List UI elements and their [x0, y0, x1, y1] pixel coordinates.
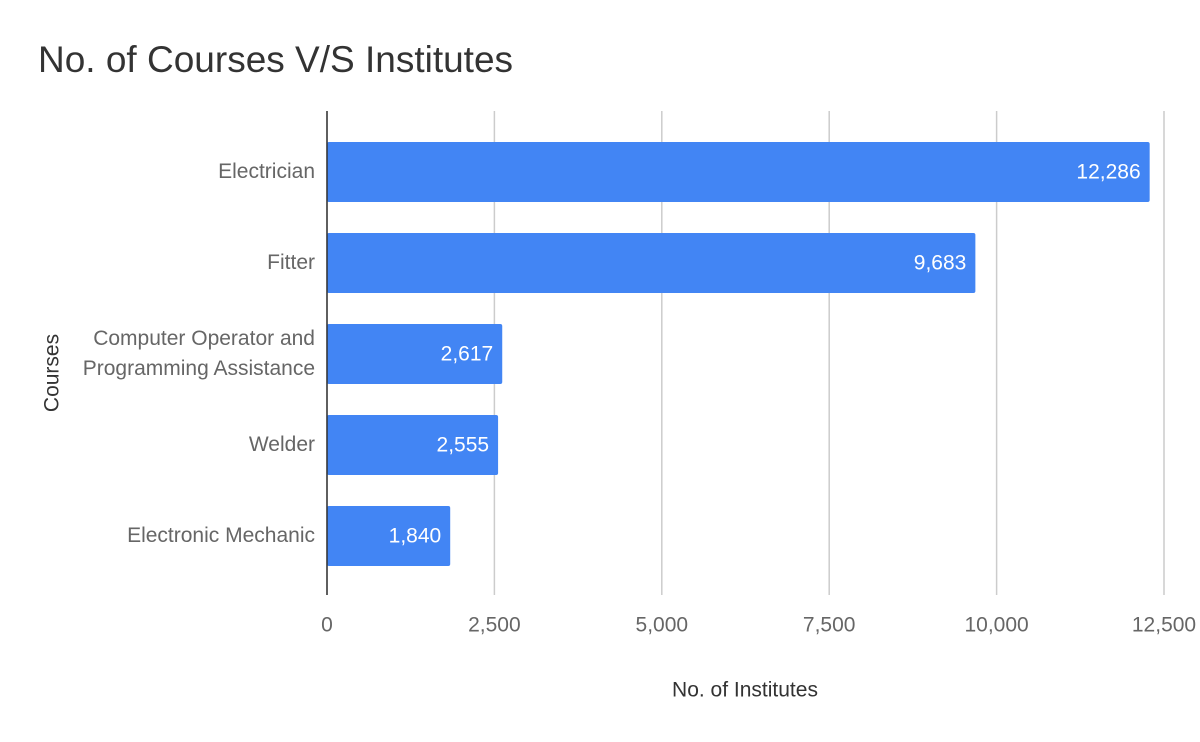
x-tick-label: 10,000	[964, 614, 1028, 637]
y-tick-label: Electrician	[218, 160, 315, 183]
bar	[327, 233, 976, 293]
y-tick-label: Electronic Mechanic	[127, 524, 315, 547]
y-tick-label: Fitter	[267, 251, 315, 274]
y-tick-label: Computer Operator and Programming Assist…	[82, 327, 315, 380]
y-axis-title: Courses	[41, 334, 64, 412]
data-label: 1,840	[389, 525, 442, 548]
chart-title: No. of Courses V/S Institutes	[38, 39, 513, 80]
bar	[327, 142, 1150, 202]
x-tick-label: 7,500	[803, 614, 856, 637]
bar	[327, 415, 499, 475]
y-tick-label: Welder	[248, 433, 315, 456]
bar	[327, 324, 503, 384]
data-label: 2,555	[437, 434, 490, 457]
x-tick-label: 0	[321, 614, 333, 637]
data-label: 12,286	[1076, 161, 1140, 184]
bar	[327, 506, 451, 566]
x-tick-label: 12,500	[1132, 614, 1196, 637]
x-tick-label: 5,000	[636, 614, 689, 637]
x-axis-title: No. of Institutes	[672, 679, 818, 702]
data-label: 2,617	[441, 343, 494, 366]
data-label: 9,683	[914, 252, 967, 275]
x-tick-label: 2,500	[468, 614, 521, 637]
